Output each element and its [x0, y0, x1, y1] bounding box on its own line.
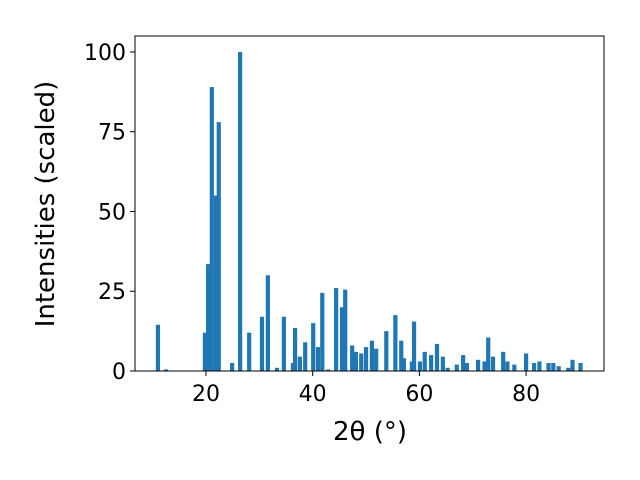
bar	[490, 356, 496, 371]
bar	[532, 363, 537, 371]
bar	[350, 345, 355, 371]
bar	[512, 364, 517, 371]
axes-frame	[134, 35, 605, 372]
bar	[334, 288, 339, 371]
y-tick-label: 50	[98, 200, 126, 225]
bar	[454, 364, 459, 371]
y-axis-label: Intensities (scaled)	[31, 81, 61, 328]
bar	[238, 51, 243, 371]
y-tick-label: 0	[112, 360, 126, 385]
bar	[578, 363, 583, 371]
bar	[205, 264, 211, 371]
bar	[417, 361, 423, 371]
bar	[315, 347, 321, 371]
bar	[247, 332, 252, 371]
x-tick-label: 80	[512, 382, 540, 407]
bar	[297, 356, 302, 371]
bar	[259, 316, 265, 371]
bar	[214, 195, 219, 371]
bar	[440, 356, 445, 371]
bar	[209, 87, 214, 372]
bar	[429, 355, 434, 371]
bar	[409, 361, 415, 371]
bar	[202, 332, 207, 371]
bar	[434, 343, 440, 371]
bar	[566, 367, 571, 371]
bar	[155, 324, 161, 371]
bar	[556, 366, 561, 371]
bar	[292, 327, 298, 371]
bar	[216, 122, 221, 372]
bar	[363, 347, 369, 371]
y-tick-label: 75	[98, 121, 126, 146]
x-tick-label: 60	[405, 382, 433, 407]
bar	[486, 337, 491, 371]
bar	[369, 340, 375, 371]
bar	[230, 363, 235, 371]
bar	[303, 342, 308, 371]
bar	[281, 316, 286, 371]
bar	[445, 367, 450, 371]
bar	[384, 331, 389, 371]
y-tick-label: 100	[84, 41, 126, 66]
bar	[374, 348, 379, 371]
bar	[265, 275, 270, 371]
bar	[501, 351, 506, 371]
bar	[343, 289, 348, 371]
bar	[551, 363, 556, 371]
bar	[482, 361, 487, 371]
bar	[505, 361, 510, 371]
bar	[524, 353, 529, 371]
bar	[537, 361, 542, 371]
bar	[393, 315, 398, 371]
bar	[326, 369, 331, 371]
bar	[411, 321, 417, 371]
bar	[320, 292, 325, 371]
y-tick-label: 25	[98, 280, 126, 305]
bar	[475, 359, 481, 371]
bar	[401, 358, 407, 371]
bar	[339, 307, 345, 371]
bar	[311, 323, 316, 371]
bar	[274, 367, 280, 371]
bar	[163, 369, 169, 371]
bar	[422, 351, 427, 371]
bar	[359, 353, 364, 371]
bar	[546, 363, 551, 371]
x-tick-label: 40	[299, 382, 327, 407]
bar	[353, 351, 358, 371]
bar	[399, 340, 404, 371]
bar	[570, 359, 575, 371]
bar	[461, 355, 466, 371]
bar	[290, 363, 296, 371]
x-tick-label: 20	[192, 382, 220, 407]
bar	[464, 363, 469, 371]
x-axis-label: 2θ (°)	[333, 417, 407, 447]
